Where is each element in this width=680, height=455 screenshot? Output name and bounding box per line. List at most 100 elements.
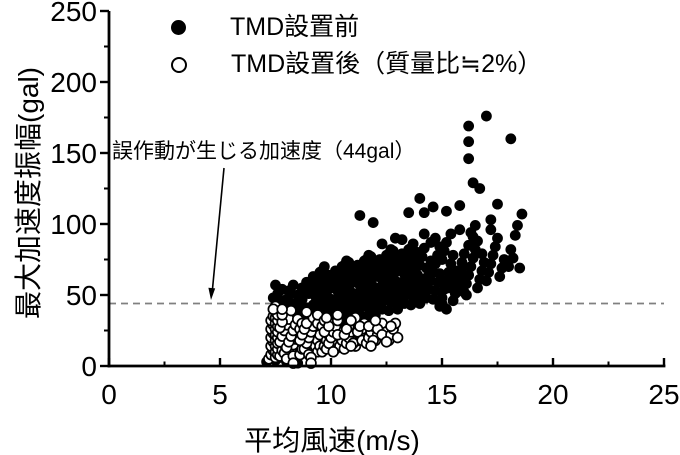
- data-point-tmd-before: [445, 228, 457, 240]
- data-point-tmd-before: [310, 275, 321, 287]
- data-point-tmd-before: [485, 214, 497, 226]
- data-point-tmd-before: [350, 272, 361, 284]
- data-point-tmd-before: [505, 244, 517, 255]
- data-point-tmd-before: [441, 237, 452, 248]
- data-point-tmd-before: [447, 249, 459, 261]
- data-point-tmd-before: [467, 177, 479, 189]
- data-point-tmd-before: [376, 238, 388, 250]
- data-point-tmd-before: [461, 289, 472, 301]
- data-point-tmd-after: [385, 320, 397, 332]
- data-point-tmd-before: [463, 153, 475, 165]
- data-point-tmd-before: [338, 281, 350, 292]
- data-point-tmd-before: [489, 241, 501, 253]
- y-tick-label: 250: [50, 0, 97, 27]
- x-tick-label: 10: [315, 379, 346, 410]
- data-point-tmd-before: [421, 292, 432, 304]
- data-point-tmd-before: [365, 251, 377, 263]
- data-point-tmd-before: [483, 266, 495, 278]
- data-point-tmd-before: [421, 262, 432, 274]
- data-point-tmd-before: [412, 269, 423, 281]
- data-point-tmd-before: [352, 293, 364, 305]
- data-point-tmd-before: [374, 288, 386, 299]
- data-point-tmd-before: [398, 252, 410, 264]
- y-axis-title: 最大加速度振幅(gal): [13, 66, 44, 320]
- data-point-tmd-before: [403, 207, 415, 219]
- data-point-tmd-before: [416, 251, 428, 263]
- data-point-tmd-before: [372, 266, 384, 278]
- data-point-tmd-after: [345, 340, 357, 352]
- data-point-tmd-before: [447, 273, 459, 285]
- legend-item-tmd-after: TMD設置後（質量比≒2%）: [171, 46, 542, 83]
- data-point-tmd-before: [485, 258, 497, 270]
- data-point-tmd-before: [378, 279, 390, 291]
- legend-item-tmd-before: TMD設置前: [171, 9, 542, 46]
- annotation-arrow-head: [208, 287, 216, 300]
- data-point-tmd-before: [505, 133, 517, 145]
- data-point-tmd-before: [454, 200, 466, 211]
- y-tick-label: 200: [50, 67, 97, 98]
- data-point-tmd-after: [300, 306, 313, 318]
- data-point-tmd-before: [418, 228, 430, 240]
- data-point-tmd-before: [356, 285, 368, 297]
- data-point-tmd-before: [332, 269, 344, 281]
- data-point-tmd-after: [380, 336, 393, 348]
- data-point-tmd-before: [394, 285, 406, 297]
- y-tick-label: 0: [81, 351, 97, 382]
- data-point-tmd-before: [492, 232, 503, 244]
- data-point-tmd-before: [387, 245, 399, 257]
- data-point-tmd-before: [361, 276, 372, 288]
- data-point-tmd-after: [331, 309, 344, 321]
- data-point-tmd-before: [436, 254, 448, 265]
- data-point-tmd-before: [425, 275, 437, 287]
- data-point-tmd-before: [305, 283, 317, 295]
- data-point-tmd-before: [354, 210, 366, 221]
- data-point-tmd-before: [394, 261, 406, 272]
- data-point-tmd-before: [472, 282, 483, 294]
- data-point-tmd-before: [383, 271, 395, 282]
- data-point-tmd-after: [345, 314, 357, 327]
- legend-label-tmd-after: TMD設置後（質量比≒2%）: [231, 50, 543, 78]
- open-circle-icon: [171, 56, 187, 73]
- data-point-tmd-before: [370, 299, 381, 311]
- data-point-tmd-before: [367, 217, 379, 228]
- y-tick-label: 150: [50, 138, 97, 169]
- data-point-tmd-before: [476, 248, 488, 260]
- data-point-tmd-after: [369, 314, 382, 327]
- data-point-tmd-before: [463, 120, 475, 132]
- data-point-tmd-before: [307, 299, 319, 311]
- data-point-tmd-before: [285, 288, 297, 299]
- threshold-annotation: 誤作動が生じる加速度（44gal）: [112, 140, 416, 163]
- data-point-tmd-before: [283, 296, 295, 308]
- data-point-tmd-before: [438, 245, 450, 257]
- data-point-tmd-before: [443, 282, 455, 294]
- data-point-tmd-after: [320, 311, 333, 324]
- y-tick-label: 50: [66, 280, 97, 311]
- data-point-tmd-before: [407, 238, 419, 250]
- data-point-tmd-before: [376, 258, 388, 270]
- data-point-tmd-before: [481, 110, 492, 122]
- x-tick-label: 15: [426, 379, 457, 410]
- data-point-tmd-after: [327, 346, 339, 358]
- data-point-tmd-before: [445, 258, 457, 270]
- annotation-arrow-line: [211, 167, 225, 292]
- data-point-tmd-before: [429, 232, 441, 244]
- data-point-tmd-before: [494, 271, 506, 282]
- data-point-tmd-before: [416, 279, 428, 291]
- data-point-tmd-before: [287, 279, 299, 291]
- data-point-tmd-before: [447, 295, 459, 307]
- data-point-tmd-before: [334, 289, 346, 301]
- data-point-tmd-before: [469, 220, 481, 231]
- data-point-tmd-before: [454, 224, 466, 236]
- x-tick-label: 20: [537, 379, 568, 410]
- data-point-tmd-before: [327, 278, 339, 290]
- data-point-tmd-before: [472, 235, 483, 247]
- legend: TMD設置前 TMD設置後（質量比≒2%）: [171, 9, 542, 83]
- data-point-tmd-before: [507, 252, 519, 264]
- data-point-tmd-before: [456, 256, 468, 268]
- data-point-tmd-before: [392, 293, 403, 305]
- data-point-tmd-after: [365, 340, 377, 352]
- data-point-tmd-before: [441, 205, 452, 217]
- y-tick-label: 100: [50, 209, 97, 240]
- data-point-tmd-before: [270, 279, 281, 291]
- data-point-tmd-before: [463, 136, 475, 148]
